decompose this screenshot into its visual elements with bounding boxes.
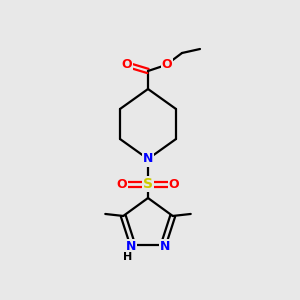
Text: O: O — [162, 58, 172, 71]
Text: S: S — [143, 177, 153, 191]
Text: N: N — [143, 152, 153, 166]
Text: N: N — [125, 239, 136, 253]
Text: O: O — [169, 178, 179, 190]
Text: O: O — [122, 58, 132, 71]
Text: H: H — [123, 252, 132, 262]
Text: O: O — [117, 178, 127, 190]
Text: N: N — [160, 239, 170, 253]
